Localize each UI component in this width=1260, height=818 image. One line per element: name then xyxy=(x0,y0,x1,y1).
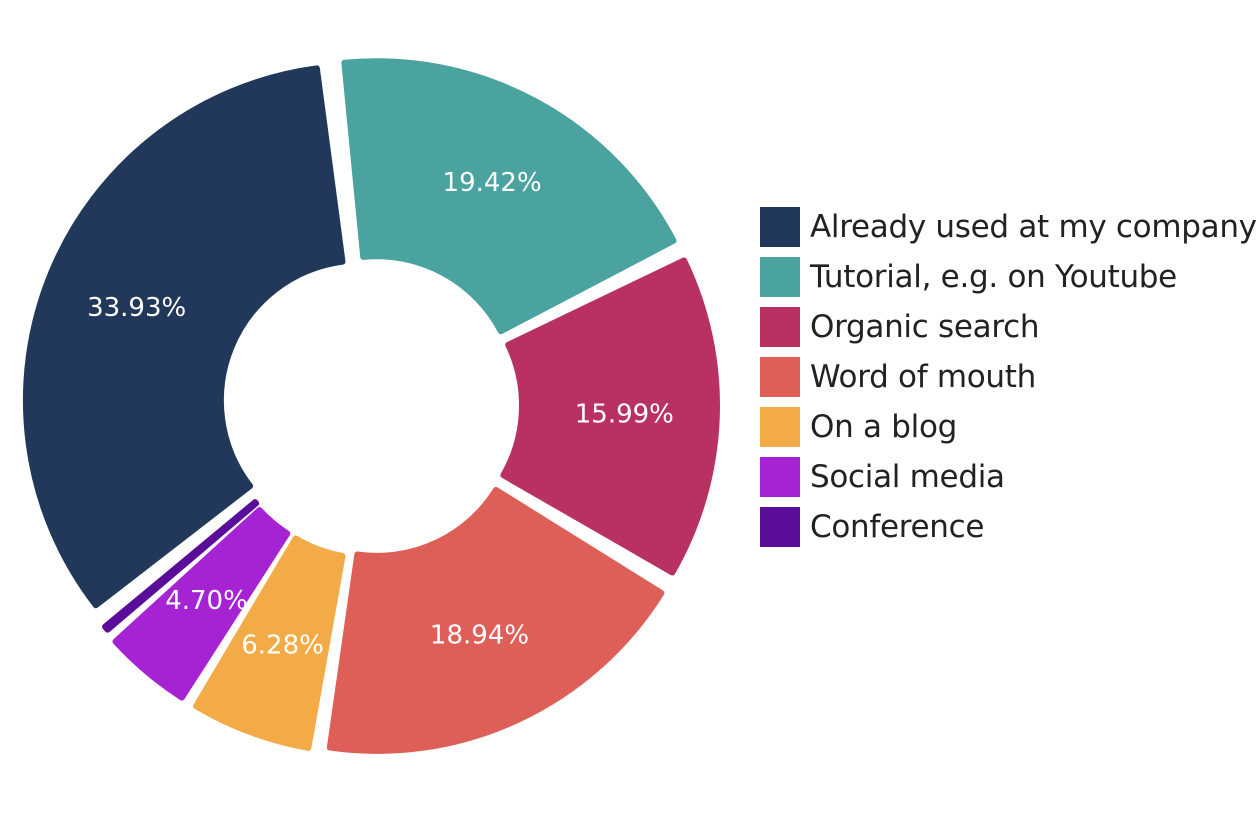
legend-item-already-used-at-my-company: Already used at my company xyxy=(760,207,1257,247)
legend-label: On a blog xyxy=(810,409,957,445)
chart-legend: Already used at my company Tutorial, e.g.… xyxy=(760,207,1257,557)
legend-item-social-media: Social media xyxy=(760,457,1257,497)
slice-label-word-of-mouth: 18.94% xyxy=(430,621,529,651)
legend-swatch xyxy=(760,357,800,397)
donut-slices xyxy=(22,58,720,754)
slice-label-tutorial-e-g-on-youtube: 19.42% xyxy=(443,168,542,198)
legend-swatch xyxy=(760,257,800,297)
legend-swatch xyxy=(760,457,800,497)
slice-label-already-used-at-my-company: 33.93% xyxy=(87,293,186,323)
legend-swatch xyxy=(760,407,800,447)
legend-label: Tutorial, e.g. on Youtube xyxy=(810,259,1177,295)
slice-conference xyxy=(102,499,260,633)
slice-on-a-blog xyxy=(193,535,346,751)
slice-already-used-at-my-company xyxy=(22,65,346,609)
legend-label: Conference xyxy=(810,509,985,545)
legend-label: Already used at my company xyxy=(810,209,1257,245)
slice-tutorial-e-g-on-youtube xyxy=(341,58,677,335)
legend-label: Organic search xyxy=(810,309,1040,345)
slice-organic-search xyxy=(500,257,720,576)
slice-social-media xyxy=(112,507,291,701)
slice-word-of-mouth xyxy=(326,486,665,754)
legend-item-conference: Conference xyxy=(760,507,1257,547)
legend-item-on-a-blog: On a blog xyxy=(760,407,1257,447)
legend-label: Word of mouth xyxy=(810,359,1036,395)
legend-label: Social media xyxy=(810,459,1005,495)
legend-item-organic-search: Organic search xyxy=(760,307,1257,347)
legend-item-tutorial-e-g-on-youtube: Tutorial, e.g. on Youtube xyxy=(760,257,1257,297)
slice-label-organic-search: 15.99% xyxy=(575,399,674,429)
legend-item-word-of-mouth: Word of mouth xyxy=(760,357,1257,397)
legend-swatch xyxy=(760,207,800,247)
legend-swatch xyxy=(760,307,800,347)
slice-label-social-media: 4.70% xyxy=(165,586,248,616)
slice-labels: 33.93% 19.42% 15.99% 18.94% 6.28% 4.70% xyxy=(87,168,674,660)
slice-label-on-a-blog: 6.28% xyxy=(241,630,324,660)
legend-swatch xyxy=(760,507,800,547)
